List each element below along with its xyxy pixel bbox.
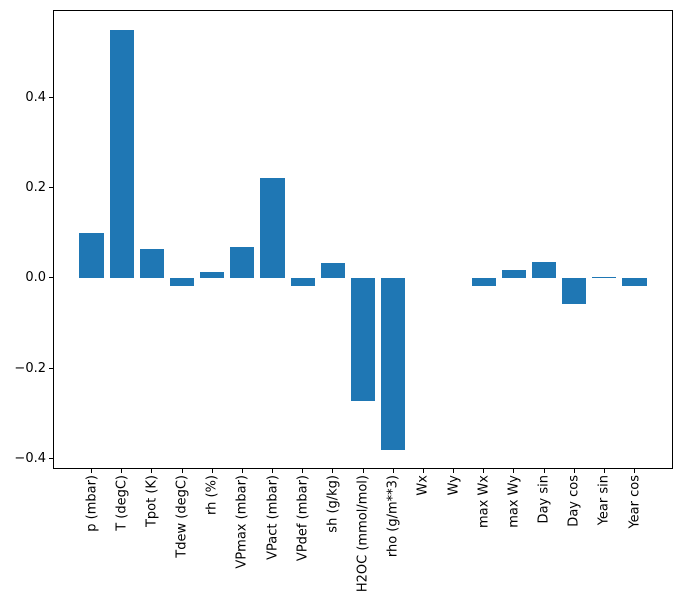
x-tick-label-t-degc: T (degC) [114, 475, 130, 531]
x-tick [272, 469, 274, 473]
x-tick [362, 469, 364, 473]
x-tick [91, 469, 92, 473]
x-tick [513, 469, 515, 473]
x-tick-label-wrap: Year cos [627, 475, 642, 529]
x-tick [453, 469, 455, 473]
x-tick [151, 469, 153, 473]
y-tick-label-0p2: 0.2 [25, 180, 46, 195]
x-tick-label-p-mbar: p (mbar) [84, 475, 99, 532]
y-tick [49, 458, 53, 460]
x-tick-label-wy: Wy [446, 475, 462, 496]
y-tick-label-0p4: 0.4 [25, 89, 46, 105]
bar-rho-g-m-3 [381, 277, 406, 450]
bar-year-sin [592, 276, 617, 278]
x-tick-label-h2oc-mmol-mol: H2OC (mmol/mol) [355, 475, 371, 593]
x-tick-label-max-wx: max Wx [476, 475, 492, 529]
bar-tdew-degc [169, 277, 195, 286]
x-tick [181, 469, 183, 473]
x-tick-label-wrap: rh (%) [205, 475, 220, 515]
x-tick-label-wrap: VPdef (mbar) [295, 475, 310, 561]
x-tick [603, 469, 605, 473]
x-tick [211, 469, 213, 473]
x-tick-label-wrap: Day sin [537, 475, 552, 523]
bar-day-sin [531, 262, 557, 278]
y-tick-label-0: 0.0 [25, 270, 46, 286]
plot-area [53, 10, 673, 469]
x-tick-label-tpot-k: Tpot (K) [144, 475, 160, 528]
bar-tpot-k [139, 248, 164, 278]
bar-t-degc [109, 30, 134, 278]
x-tick-label-wrap: Wy [446, 475, 461, 495]
x-tick-label-wx: Wx [415, 475, 431, 496]
x-tick-label-wrap: p (mbar) [84, 475, 99, 532]
bar-max-wy [501, 270, 526, 278]
y-tick [49, 96, 53, 98]
x-tick [392, 469, 394, 473]
bar-p-mbar [79, 232, 104, 278]
x-tick-label-rho-g-m-3: rho (g/m**3) [385, 475, 401, 558]
x-tick-label-tdew-degc: Tdew (degC) [174, 475, 190, 558]
x-tick-label-rh: rh (%) [204, 475, 220, 515]
x-tick-label-vpact-mbar: VPact (mbar) [265, 475, 281, 560]
y-tick [49, 367, 53, 369]
x-tick [422, 469, 424, 473]
bar-vpact-mbar [260, 178, 285, 278]
x-tick-label-wrap: VPmax (mbar) [235, 475, 250, 569]
x-tick-label-year-cos: Year cos [627, 475, 643, 529]
x-tick [332, 469, 334, 473]
x-tick-label-wrap: rho (g/m**3) [386, 475, 401, 557]
x-tick-label-day-cos: Day cos [566, 475, 582, 527]
x-tick-label-wrap: T (degC) [114, 475, 129, 531]
bar-vpdef-mbar [290, 277, 315, 287]
x-tick-label-wrap: Tdew (degC) [175, 475, 190, 558]
x-tick-label-wrap: Wx [416, 475, 431, 496]
y-tick [49, 277, 53, 279]
bar-h2oc-mmol-mol [350, 277, 376, 401]
x-tick-label-day-sin: Day sin [536, 475, 552, 524]
x-tick-label-year-sin: Year sin [596, 475, 612, 526]
bar-rh [200, 271, 225, 278]
y-tick [49, 187, 53, 188]
x-tick-label-wrap: Year sin [597, 475, 612, 525]
x-tick [543, 469, 545, 473]
bar-day-cos [562, 277, 587, 305]
x-tick [483, 469, 485, 473]
bar-vpmax-mbar [230, 247, 255, 278]
x-tick-label-wrap: H2OC (mmol/mol) [356, 475, 371, 592]
x-tick [634, 469, 636, 473]
x-tick-label-wrap: sh (g/kg) [325, 475, 340, 533]
y-tick-label-m0p2: −0.2 [14, 360, 46, 376]
y-tick-label-m0p4: −0.4 [14, 451, 46, 467]
bar-sh-g-kg [320, 263, 345, 278]
x-tick [241, 469, 243, 473]
x-tick [573, 469, 575, 473]
x-tick [302, 469, 304, 473]
x-tick-label-vpmax-mbar: VPmax (mbar) [234, 475, 250, 569]
x-tick-label-wrap: VPact (mbar) [265, 475, 280, 560]
x-tick-label-wrap: max Wy [506, 475, 521, 528]
x-tick [121, 469, 123, 473]
x-tick-label-sh-g-kg: sh (g/kg) [325, 475, 341, 533]
x-tick-label-wrap: max Wx [476, 475, 491, 528]
x-tick-label-wrap: Day cos [567, 475, 582, 527]
x-tick-label-wrap: Tpot (K) [144, 475, 159, 527]
bar-year-cos [622, 277, 647, 286]
x-tick-label-vpdef-mbar: VPdef (mbar) [295, 475, 311, 562]
bar-max-wx [471, 277, 496, 287]
x-tick-label-max-wy: max Wy [506, 475, 522, 528]
